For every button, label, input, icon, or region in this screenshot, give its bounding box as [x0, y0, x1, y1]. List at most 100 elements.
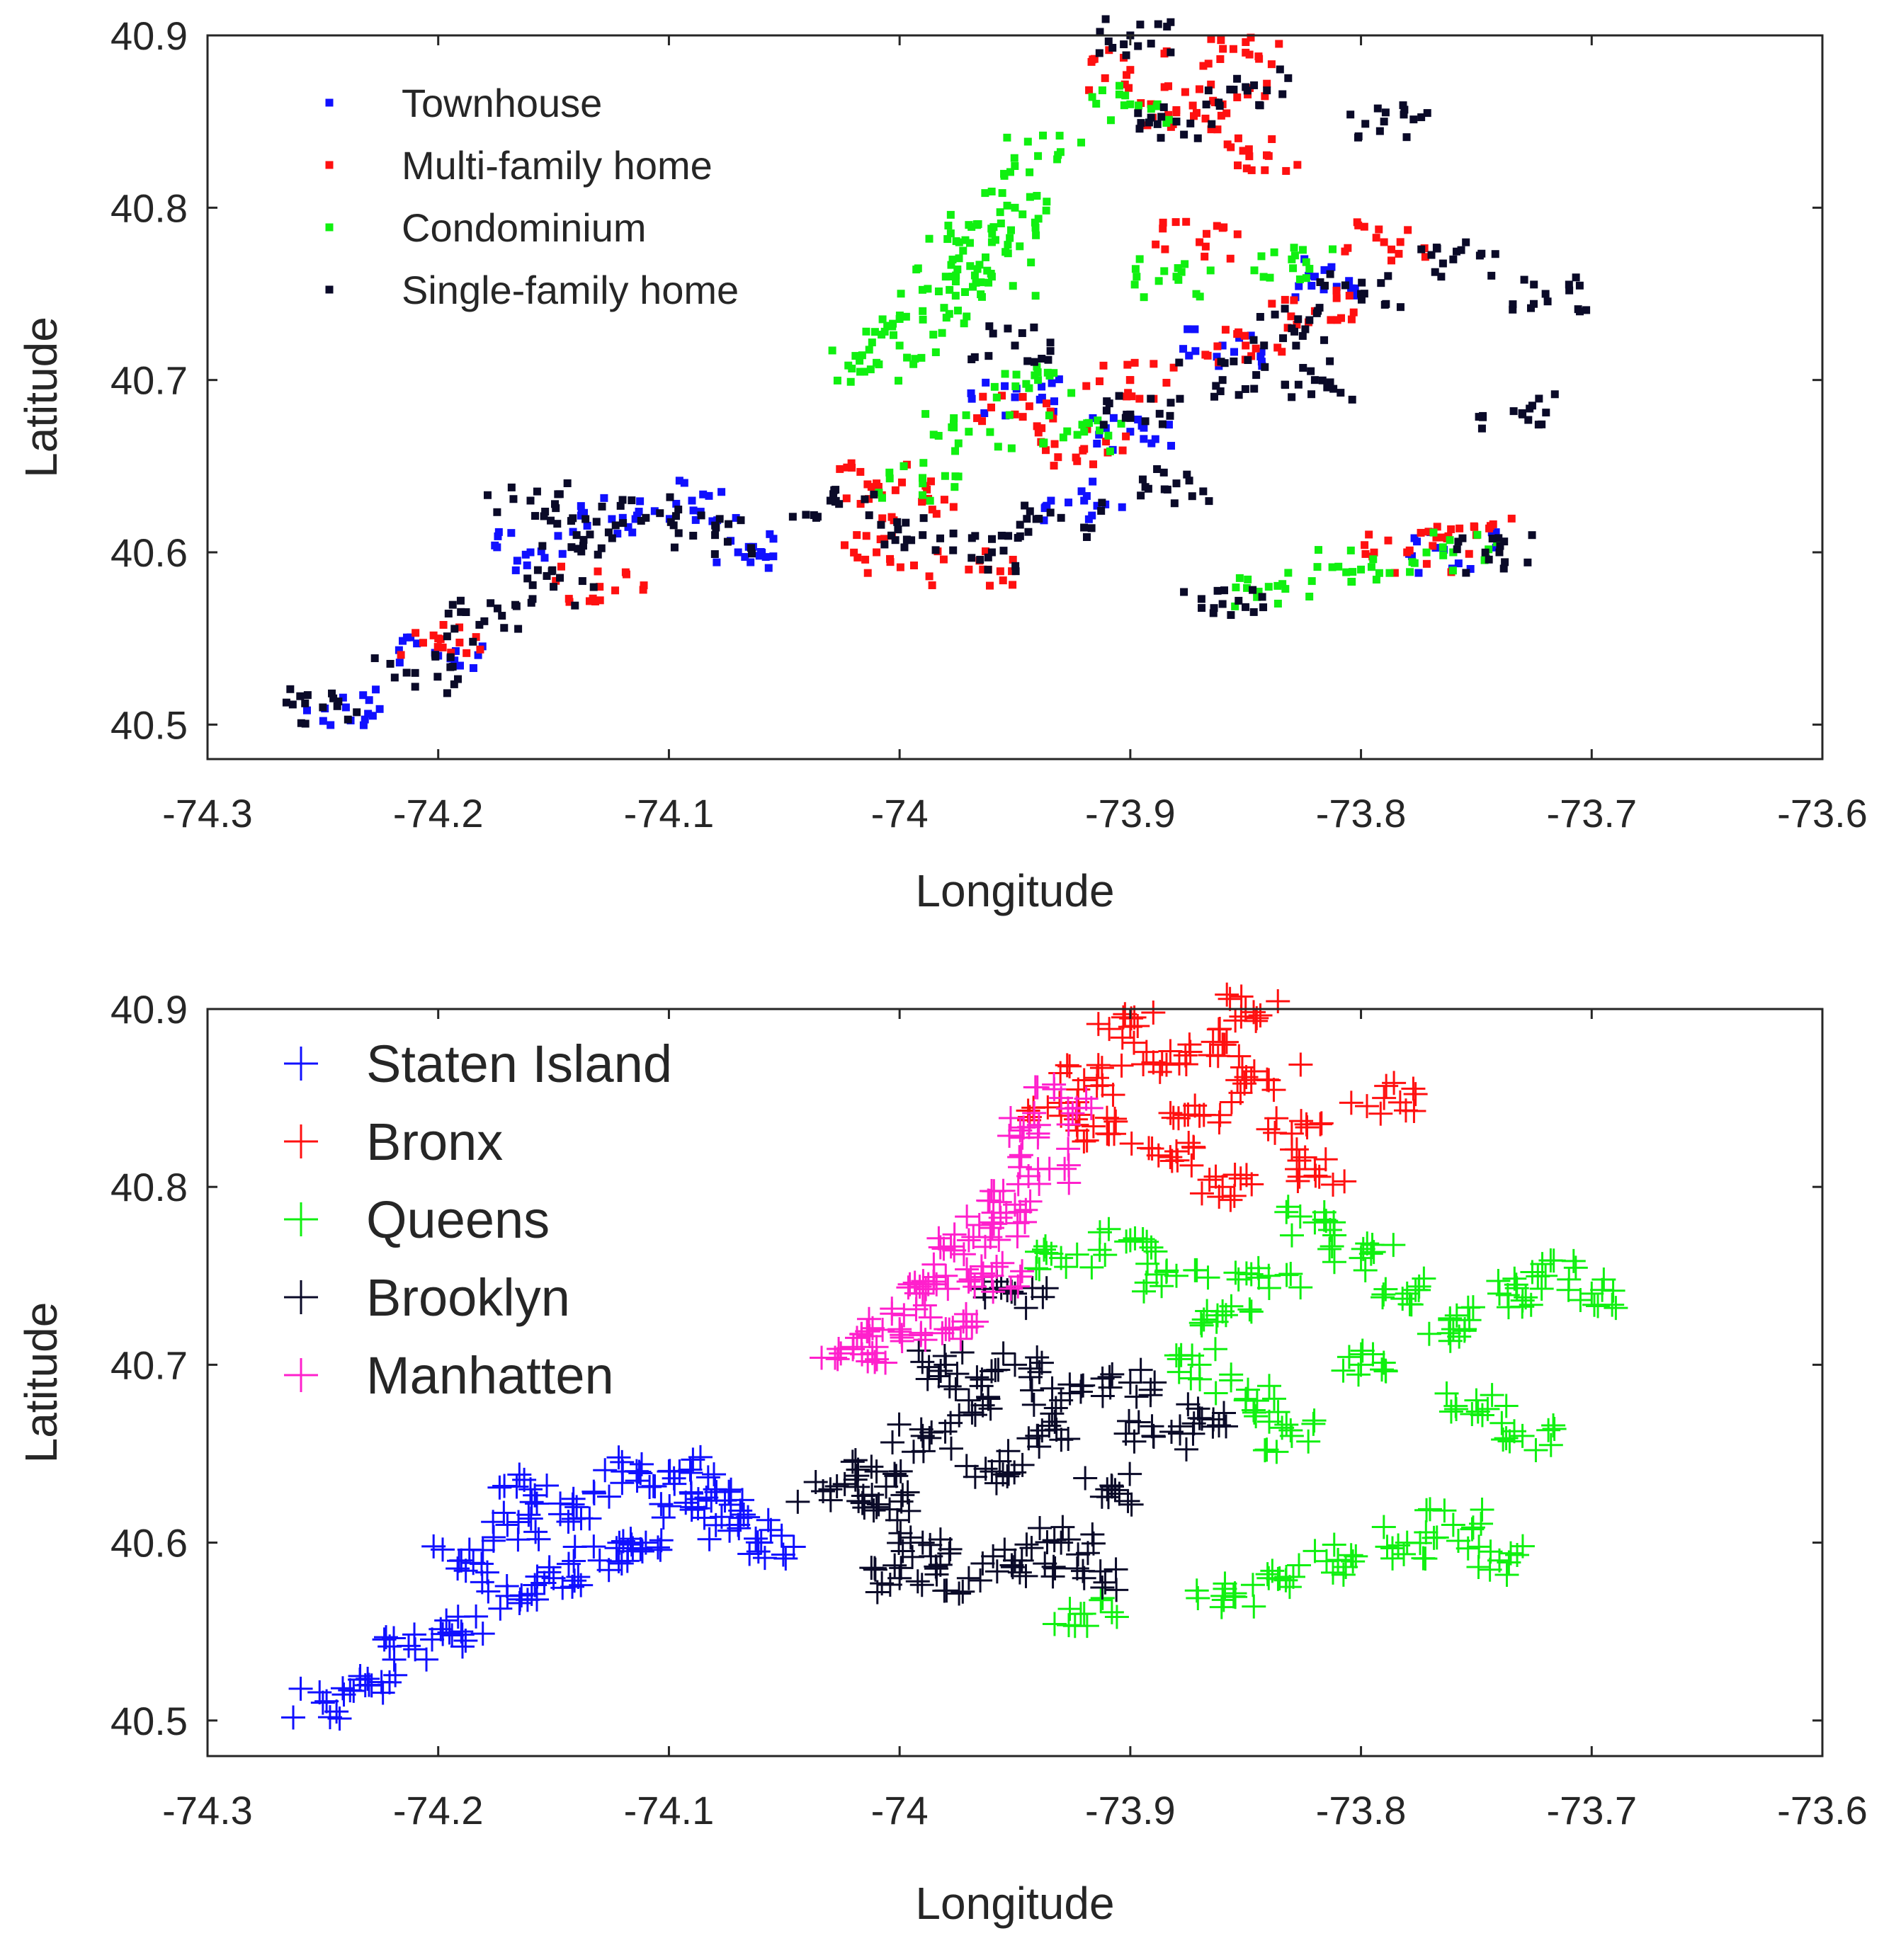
data-point-density — [1510, 1294, 1535, 1319]
data-point-density — [1102, 1122, 1127, 1146]
data-point-density — [891, 486, 900, 494]
data-point-density — [915, 1367, 940, 1391]
series-2 — [828, 81, 1502, 610]
data-point-density — [1181, 1134, 1206, 1159]
data-point-density — [1534, 421, 1543, 429]
data-point — [965, 565, 973, 574]
data-point-density — [1302, 274, 1310, 283]
data-point-density — [1352, 291, 1361, 300]
data-point-density — [880, 1297, 904, 1321]
data-point-density — [474, 651, 482, 659]
data-point-density — [1244, 356, 1252, 365]
data-point-density — [952, 237, 960, 246]
data-point-density — [947, 1581, 972, 1606]
data-point-density — [1157, 113, 1166, 121]
data-point-density — [1244, 145, 1253, 154]
data-point-density — [547, 516, 555, 525]
data-point-density — [992, 393, 1001, 401]
data-point-density — [1191, 325, 1199, 334]
data-point-density — [1437, 273, 1446, 281]
data-point-density — [717, 1518, 742, 1543]
data-point-density — [413, 639, 421, 648]
data-point-density — [1153, 120, 1162, 128]
data-point-density — [885, 474, 894, 483]
data-point-density — [874, 1474, 899, 1499]
data-point-density — [1261, 1386, 1286, 1411]
data-point-density — [968, 1568, 993, 1592]
data-point-density — [942, 314, 950, 322]
data-point-density — [912, 266, 921, 274]
data-point-density — [1226, 254, 1235, 263]
data-point-density — [494, 1573, 519, 1598]
legend-item: Townhouse — [325, 81, 602, 125]
data-point-density — [845, 1326, 870, 1350]
data-point-density — [1218, 224, 1227, 232]
data-point-density — [1499, 1541, 1523, 1566]
data-point-density — [849, 1322, 874, 1347]
data-point-density — [1167, 1347, 1191, 1372]
data-point — [1264, 583, 1273, 591]
data-point-density — [697, 1527, 722, 1551]
data-point-density — [949, 529, 958, 537]
data-point-density — [1210, 392, 1219, 401]
data-point-density — [1025, 1423, 1050, 1448]
data-point-density — [1492, 543, 1500, 552]
data-point-density — [1216, 387, 1225, 396]
data-point-density — [1089, 477, 1097, 486]
data-point-density — [1375, 127, 1384, 135]
data-point-density — [1103, 397, 1111, 406]
legend-label: Single-family home — [402, 268, 739, 312]
data-point-density — [1147, 105, 1155, 113]
data-point-density — [1026, 507, 1034, 515]
data-point-density — [909, 562, 918, 570]
data-point-density — [1009, 555, 1017, 564]
data-point-density — [1020, 1378, 1044, 1403]
data-point-density — [353, 708, 361, 717]
data-point-density — [946, 285, 954, 294]
data-point-density — [708, 517, 717, 525]
data-point-density — [1000, 169, 1009, 178]
data-point-density — [907, 1338, 931, 1363]
data-point-density — [928, 506, 936, 514]
data-point-density — [1011, 562, 1020, 570]
data-point — [550, 583, 558, 591]
data-point-density — [967, 554, 976, 562]
data-point-density — [604, 1536, 629, 1561]
x-tick-label: -74.1 — [624, 1788, 715, 1833]
data-point-density — [1309, 1111, 1334, 1136]
data-point-density — [1117, 1408, 1142, 1433]
data-point-density — [909, 1417, 934, 1442]
data-point-density — [991, 236, 999, 244]
data-point-density — [657, 1494, 682, 1519]
data-point-density — [909, 1323, 934, 1348]
data-point-density — [954, 439, 963, 448]
data-point-density — [860, 368, 868, 376]
data-point-density — [1210, 604, 1218, 612]
data-point-density — [1089, 460, 1098, 469]
data-point-density — [1120, 101, 1128, 110]
data-point-density — [596, 1558, 621, 1583]
data-point-density — [606, 1445, 631, 1470]
data-point-density — [900, 462, 908, 470]
data-point — [310, 1690, 335, 1715]
data-point-density — [1321, 1173, 1346, 1197]
data-point — [618, 513, 627, 522]
data-point-density — [940, 496, 948, 504]
x-tick-label: -74.1 — [624, 791, 715, 836]
data-point-density — [973, 265, 982, 273]
data-point-density — [1018, 393, 1027, 401]
data-point — [1034, 152, 1043, 160]
data-point-density — [1371, 1515, 1396, 1539]
data-point-density — [1278, 1261, 1303, 1286]
data-point-density — [1332, 286, 1341, 295]
data-point-density — [429, 1617, 453, 1641]
data-point — [895, 341, 904, 350]
data-point-density — [1326, 357, 1334, 365]
data-point-density — [712, 523, 720, 532]
data-point-density — [1022, 1100, 1047, 1125]
data-point-density — [996, 1439, 1021, 1464]
data-point-density — [1541, 1248, 1566, 1273]
data-point-density — [1050, 440, 1059, 448]
data-point-density — [977, 290, 985, 299]
data-point-density — [680, 479, 688, 487]
